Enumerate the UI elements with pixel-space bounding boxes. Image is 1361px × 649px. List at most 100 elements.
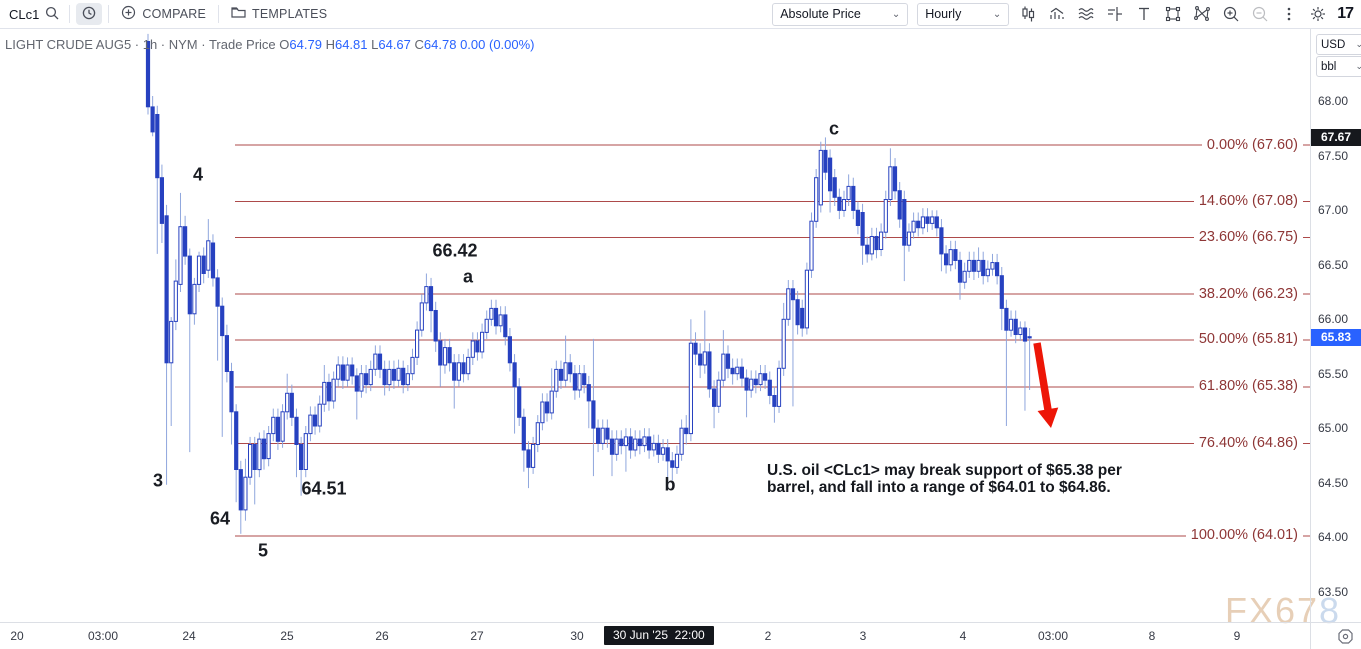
price-tick: 66.50 <box>1318 258 1349 272</box>
chevron-down-icon: ⌄ <box>891 8 901 20</box>
timezone-octagon-icon[interactable] <box>1337 628 1354 649</box>
time-tick: 03:00 <box>1037 629 1069 643</box>
price-tick: 68.00 <box>1318 94 1349 108</box>
time-axis-separator <box>0 622 1361 623</box>
time-tick: 8 <box>1148 629 1156 643</box>
ohlc-key: L <box>367 37 379 52</box>
templates-label: TEMPLATES <box>252 7 328 21</box>
time-axis[interactable]: 20 03:00 24 25 26 27 30 2 3 4 03:00 8 9 30 Jun '25 22… <box>0 623 1361 649</box>
fib-level-label: 100.00% (64.01) <box>1185 526 1303 545</box>
chevron-down-icon: ⌄ <box>992 8 1002 20</box>
price-badge: 65.83 <box>1311 329 1361 346</box>
legend-change: 0.00 (0.00%) <box>460 37 535 52</box>
annotation-line-1: U.S. oil <CLc1> may break support of $65… <box>767 462 1122 479</box>
time-tick: 26 <box>375 629 389 643</box>
date-badge: 30 Jun '25 22:00 <box>604 626 714 645</box>
clock-icon <box>82 6 96 23</box>
fib-level-label: 23.60% (66.75) <box>1193 228 1303 247</box>
price-tick: 64.00 <box>1318 530 1349 544</box>
time-tick: 20 <box>10 629 24 643</box>
symbol-label: CLc1 <box>9 6 40 22</box>
wave-label-a: a <box>462 266 474 287</box>
price-axis-separator <box>1310 28 1311 649</box>
price-tick: 67.50 <box>1318 149 1349 163</box>
wave-label-64: 64 <box>209 508 231 529</box>
price-tick: 63.50 <box>1318 585 1349 599</box>
zoom-out-icon[interactable] <box>1250 4 1270 24</box>
wave-label-3: 3 <box>152 470 164 491</box>
indicators-icon[interactable] <box>1047 4 1067 24</box>
fib-level-label: 38.20% (66.23) <box>1193 285 1303 304</box>
price-mode-select[interactable]: Absolute Price ⌄ <box>772 2 909 26</box>
more-options-icon[interactable] <box>1279 4 1299 24</box>
chart-legend[interactable]: LIGHT CRUDE AUG5 · 1h · NYM · Trade Pric… <box>5 37 535 52</box>
toolbar-divider <box>218 5 220 23</box>
wave-label-5: 5 <box>257 540 269 561</box>
ohlc-value: 64.79 <box>289 37 322 52</box>
wave-label-66.42: 66.42 <box>432 240 478 261</box>
price-axis[interactable]: USD ⌄ bbl ⌄ 68.00 67.50 67.00 66.50 66.00 65.… <box>1311 28 1361 649</box>
fibonacci-lines <box>235 144 1310 537</box>
time-tick: 30 <box>570 629 584 643</box>
wave-patterns-icon[interactable] <box>1076 4 1096 24</box>
zoom-in-icon[interactable] <box>1221 4 1241 24</box>
wave-label-b: b <box>664 474 676 495</box>
polygon-tool-icon[interactable] <box>1192 4 1212 24</box>
unit-select[interactable]: bbl ⌄ <box>1316 56 1361 77</box>
interval-select[interactable]: Hourly ⌄ <box>917 2 1010 26</box>
toolbar-divider <box>69 5 71 23</box>
time-tick: 03:00 <box>87 629 119 643</box>
candlestick-style-icon[interactable] <box>1018 4 1038 24</box>
annotation-line-2: barrel, and fall into a range of $64.01 … <box>767 479 1111 496</box>
candlestick-chart-canvas[interactable] <box>0 28 1311 622</box>
candlestick-series <box>145 33 1032 534</box>
fib-level-label: 0.00% (67.60) <box>1201 136 1303 155</box>
compare-label: COMPARE <box>142 7 207 21</box>
currency-value: USD <box>1321 38 1346 51</box>
search-icon <box>45 6 59 23</box>
fib-level-label: 76.40% (64.86) <box>1193 434 1303 453</box>
price-tick: 66.00 <box>1318 312 1349 326</box>
price-tick: 65.50 <box>1318 367 1349 381</box>
wave-label-4: 4 <box>192 164 204 185</box>
price-mode-value: Absolute Price <box>780 7 861 21</box>
line-alert-icon[interactable] <box>1105 4 1125 24</box>
time-tick: 24 <box>182 629 196 643</box>
toolbar-right-group: Absolute Price ⌄ Hourly ⌄ <box>772 2 1361 26</box>
wave-label-c: c <box>828 118 840 139</box>
text-tool-icon[interactable] <box>1134 4 1154 24</box>
wave-label-64.51: 64.51 <box>301 478 347 499</box>
toolbar-divider <box>108 5 110 23</box>
tradingview-logo[interactable]: 17 <box>1337 5 1354 22</box>
ohlc-value: 64.78 <box>423 37 457 52</box>
time-tick: 25 <box>280 629 294 643</box>
interval-value: Hourly <box>925 7 962 21</box>
fib-level-label: 61.80% (65.38) <box>1193 377 1303 396</box>
compare-plus-icon <box>121 5 136 23</box>
analysis-annotation: U.S. oil <CLc1> may break support of $65… <box>767 462 1122 496</box>
legend-title: LIGHT CRUDE AUG5 · 1h · NYM · Trade Pric… <box>5 37 276 52</box>
time-tick: 27 <box>470 629 484 643</box>
time-tick: 3 <box>859 629 867 643</box>
compare-button[interactable]: COMPARE <box>109 0 218 28</box>
fib-level-label: 14.60% (67.08) <box>1193 192 1303 211</box>
chevron-down-icon: ⌄ <box>1355 61 1361 71</box>
time-tick: 9 <box>1233 629 1241 643</box>
top-toolbar: CLc1 COMPARE TEMPLATES Ab <box>0 0 1361 29</box>
templates-button[interactable]: TEMPLATES <box>219 0 339 28</box>
time-tick: 4 <box>959 629 967 643</box>
legend-ohlc-values: O64.79 H64.81 L64.67 C64.78 <box>279 37 460 52</box>
ohlc-value: 64.81 <box>334 37 368 52</box>
red-down-arrow <box>1033 342 1059 428</box>
unit-value: bbl <box>1321 60 1337 73</box>
folder-icon <box>231 6 246 22</box>
symbol-search-button[interactable]: CLc1 <box>0 6 69 23</box>
chevron-down-icon: ⌄ <box>1355 39 1361 49</box>
currency-select[interactable]: USD ⌄ <box>1316 34 1361 55</box>
price-tick: 67.00 <box>1318 203 1349 217</box>
settings-icon[interactable] <box>1308 4 1328 24</box>
interval-history-button[interactable] <box>76 3 103 25</box>
ohlc-key: H <box>321 37 335 52</box>
pattern-tool-icon[interactable] <box>1163 4 1183 24</box>
